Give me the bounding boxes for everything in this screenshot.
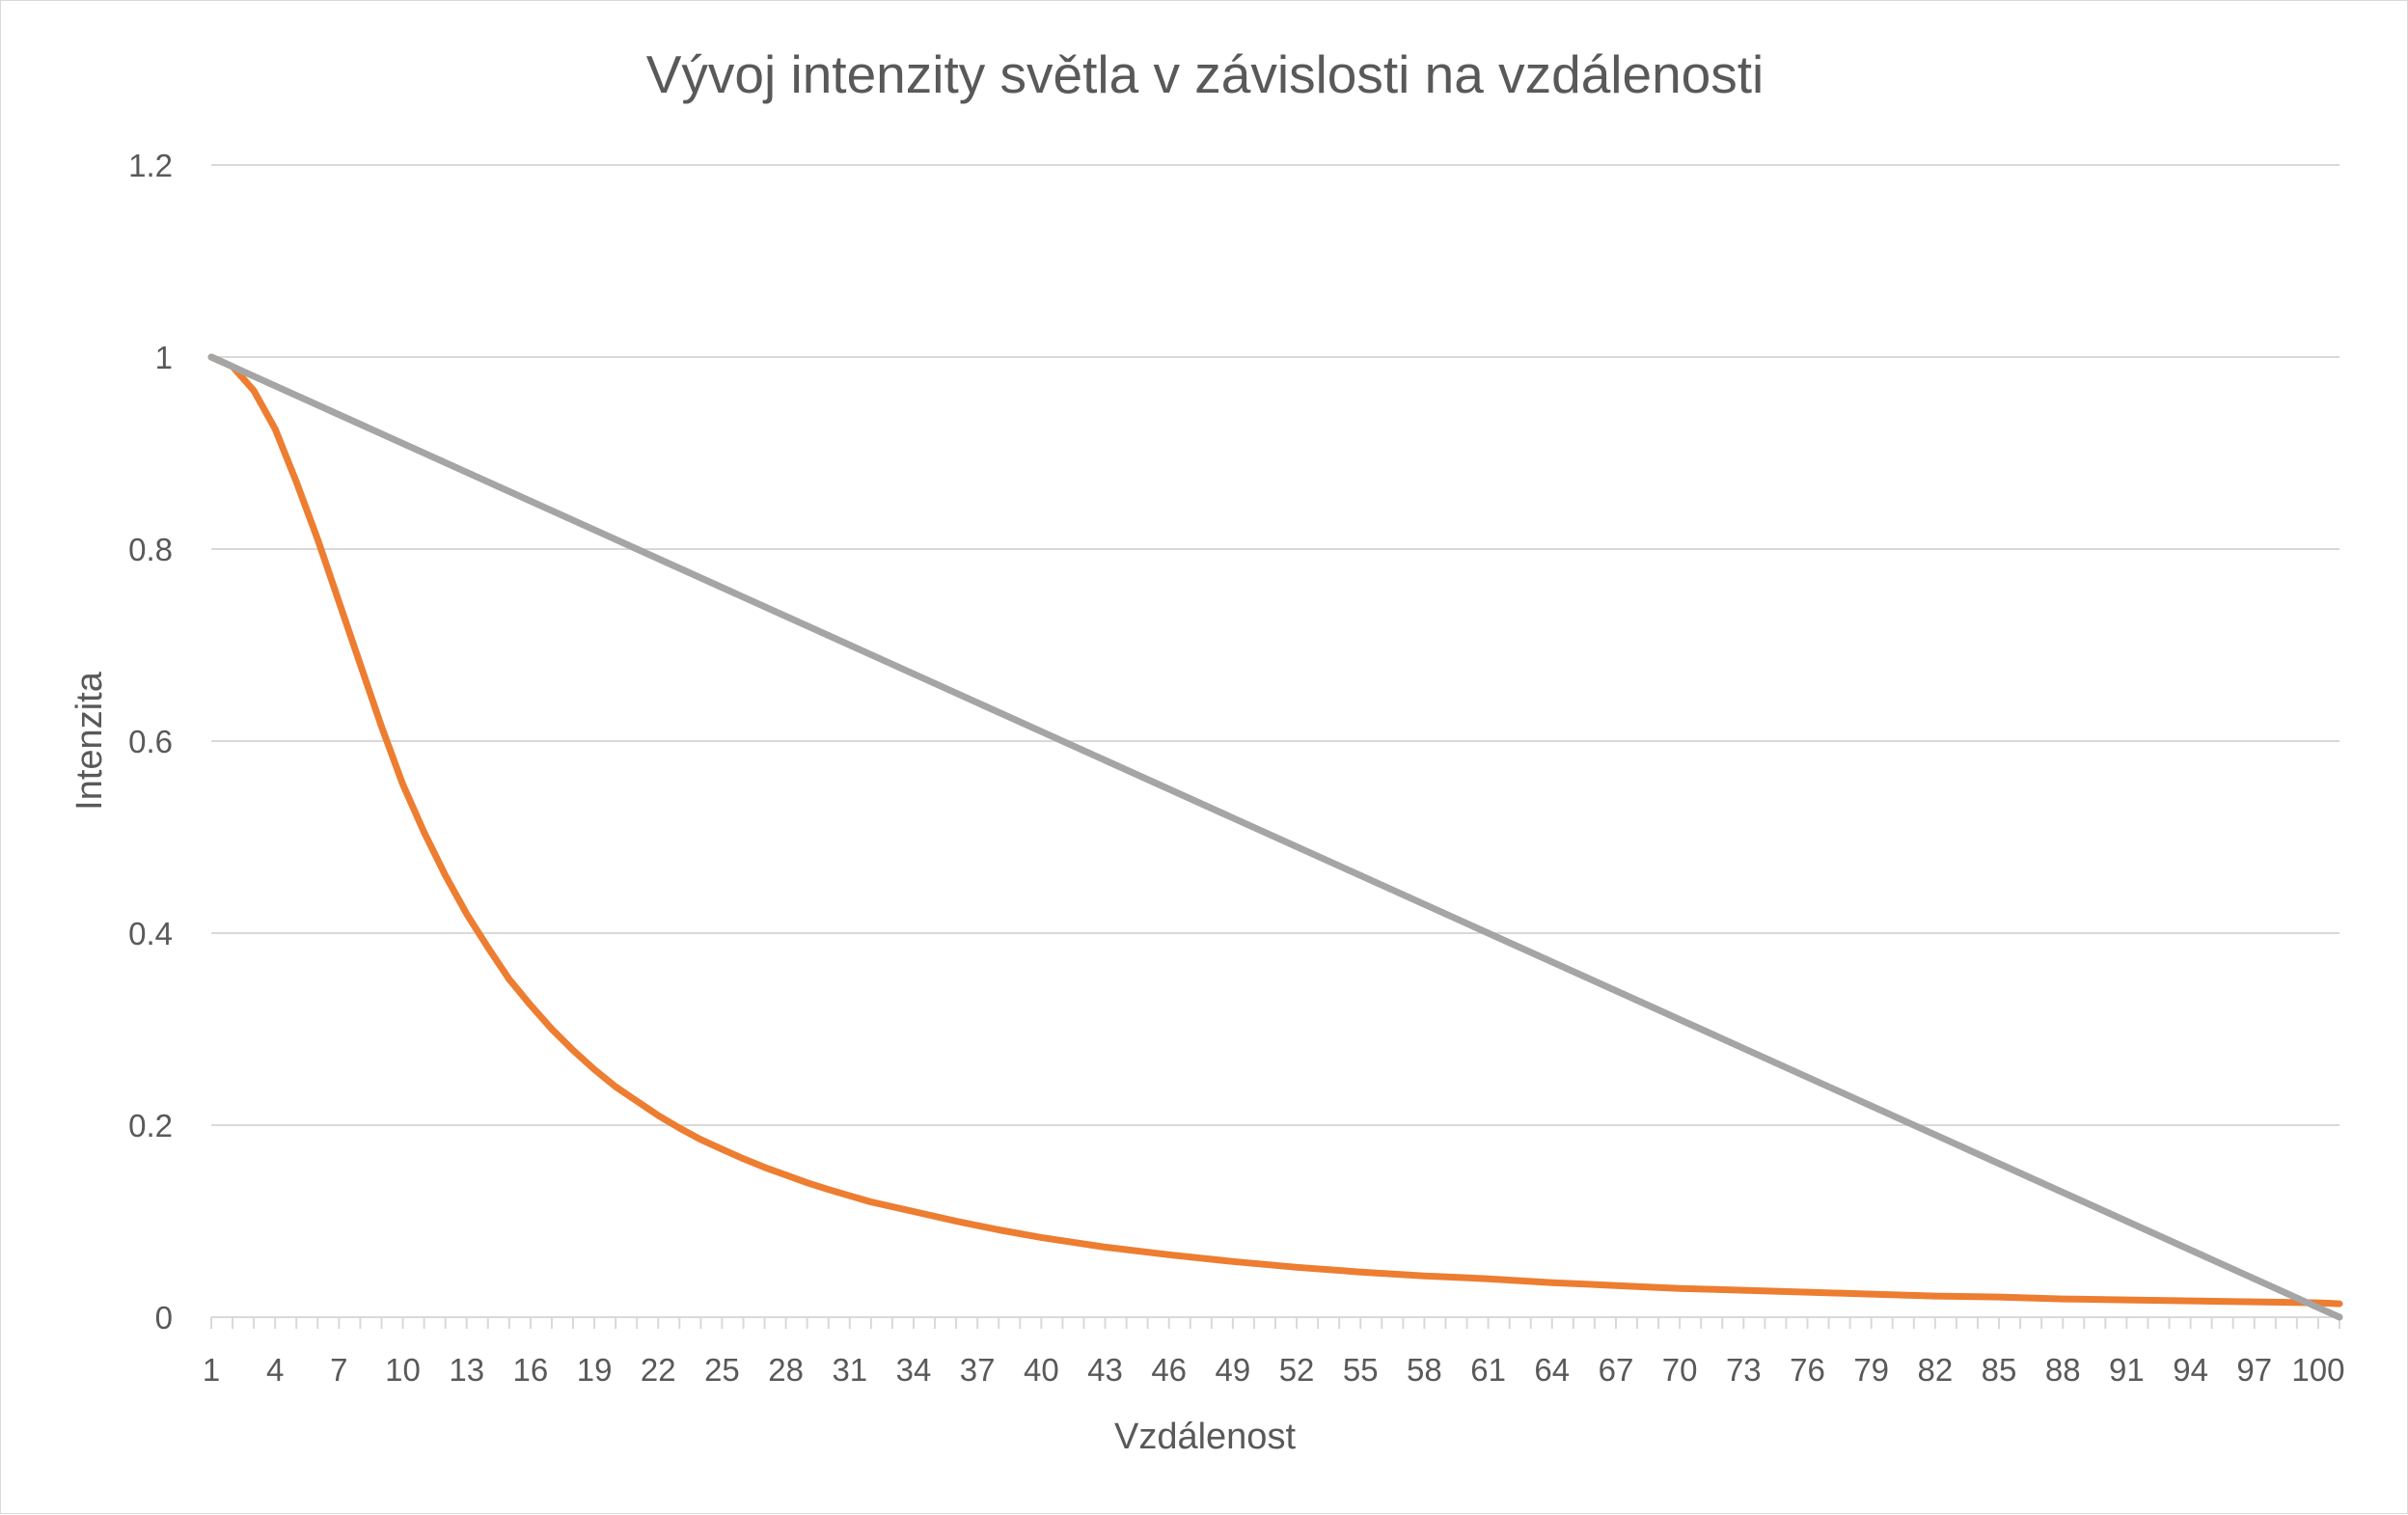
x-tick-label: 16	[513, 1352, 549, 1388]
x-tick-label: 97	[2236, 1352, 2272, 1388]
x-tick-label: 22	[641, 1352, 676, 1388]
y-tick-label: 0.8	[128, 532, 173, 567]
x-tick-label: 76	[1790, 1352, 1825, 1388]
x-tick-label: 70	[1662, 1352, 1698, 1388]
x-tick-label: 34	[896, 1352, 932, 1388]
x-tick-label: 49	[1216, 1352, 1251, 1388]
series-line-1	[207, 353, 2343, 1308]
series-lines	[207, 353, 2343, 1321]
x-tick-label: 46	[1151, 1352, 1187, 1388]
x-tick-label: 55	[1343, 1352, 1379, 1388]
x-axis-title: Vzdálenost	[1114, 1417, 1296, 1457]
x-tick-label: 40	[1024, 1352, 1059, 1388]
x-tick-label: 1	[203, 1352, 220, 1388]
y-tick-label: 0.6	[128, 724, 173, 759]
gridlines	[211, 164, 2340, 1126]
x-tick-label: 79	[1853, 1352, 1889, 1388]
x-tick-label: 64	[1534, 1352, 1570, 1388]
x-tick-label: 10	[385, 1352, 421, 1388]
x-tick-label: 7	[330, 1352, 347, 1388]
x-tick-label: 37	[960, 1352, 996, 1388]
x-tick-label: 25	[704, 1352, 740, 1388]
y-axis-title: Intenzita	[69, 671, 110, 811]
x-tick-label: 82	[1918, 1352, 1954, 1388]
y-tick-label: 1.2	[128, 148, 173, 183]
y-tick-label: 0.2	[128, 1108, 173, 1143]
x-tick-label: 58	[1407, 1352, 1442, 1388]
x-tick-label: 52	[1279, 1352, 1315, 1388]
x-tick-label: 4	[266, 1352, 284, 1388]
x-tick-label: 28	[768, 1352, 804, 1388]
y-tick-label: 0.4	[128, 916, 173, 951]
x-tick-label: 31	[832, 1352, 867, 1388]
x-tick-label: 94	[2173, 1352, 2208, 1388]
x-tick-label: 19	[577, 1352, 613, 1388]
x-tick-label: 13	[449, 1352, 484, 1388]
y-axis: 0 0.2 0.4 0.6 0.8 1 1.2	[128, 148, 173, 1336]
x-tick-label: 100	[2291, 1352, 2344, 1388]
x-tick-label: 91	[2109, 1352, 2145, 1388]
x-tick-label: 43	[1087, 1352, 1123, 1388]
x-tick-label: 67	[1599, 1352, 1634, 1388]
x-axis: 1 4 7 10 13 16 19 22 25 28 31 34 37 40 43 46 49 52 55 58 61 6…	[203, 1316, 2344, 1388]
x-tick-label: 73	[1726, 1352, 1762, 1388]
y-tick-label: 0	[155, 1300, 173, 1336]
chart-title: Vývoj intenzity světla v závislosti na v…	[646, 44, 1765, 104]
x-tick-label: 61	[1470, 1352, 1506, 1388]
series-line-2	[207, 353, 2343, 1321]
x-tick-label: 85	[1982, 1352, 2017, 1388]
y-tick-label: 1	[155, 340, 173, 375]
x-tick-label: 88	[2045, 1352, 2081, 1388]
